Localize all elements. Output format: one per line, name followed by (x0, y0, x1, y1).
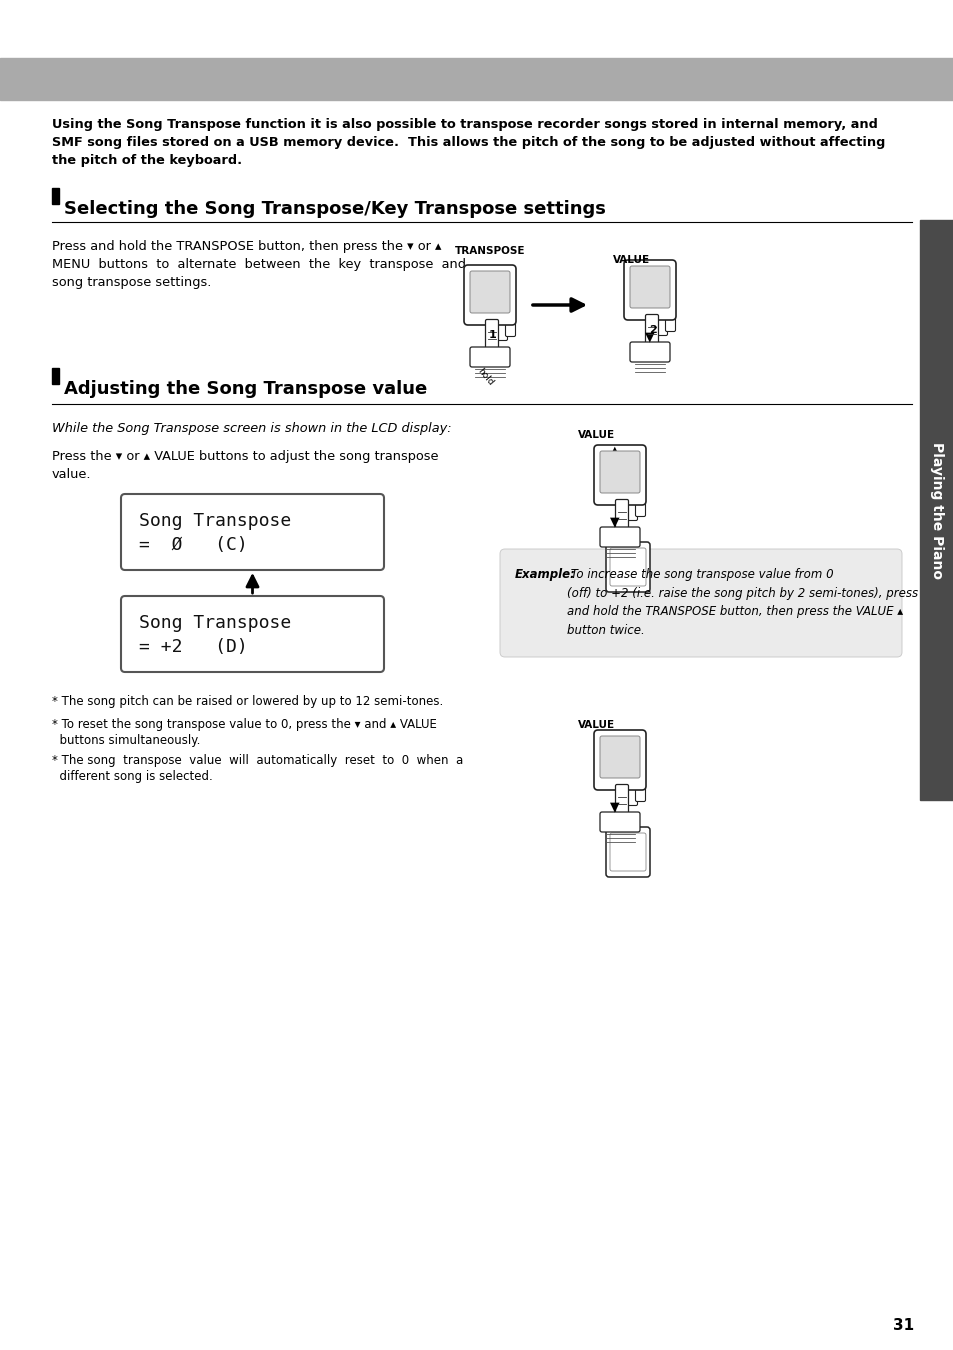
Text: the pitch of the keyboard.: the pitch of the keyboard. (52, 154, 242, 167)
FancyBboxPatch shape (499, 549, 901, 657)
Text: To increase the song transpose value from 0
(off) to +2 (i.e. raise the song pit: To increase the song transpose value fro… (566, 568, 917, 636)
FancyBboxPatch shape (121, 595, 384, 672)
FancyBboxPatch shape (505, 320, 515, 336)
FancyBboxPatch shape (609, 833, 645, 871)
Text: VALUE: VALUE (613, 255, 650, 265)
Text: = +2   (D): = +2 (D) (139, 639, 248, 656)
FancyBboxPatch shape (615, 784, 628, 815)
FancyBboxPatch shape (623, 261, 676, 320)
Text: =  Ø   (C): = Ø (C) (139, 536, 248, 554)
Text: SMF song files stored on a USB memory device.  This allows the pitch of the song: SMF song files stored on a USB memory de… (52, 136, 884, 148)
Text: TRANSPOSE: TRANSPOSE (455, 246, 525, 256)
FancyBboxPatch shape (605, 541, 649, 593)
Bar (52, 369, 59, 383)
FancyBboxPatch shape (470, 347, 510, 367)
FancyBboxPatch shape (626, 784, 637, 806)
Text: * The song pitch can be raised or lowered by up to 12 semi-tones.: * The song pitch can be raised or lowere… (52, 695, 443, 707)
Text: Playing the Piano: Playing the Piano (929, 441, 943, 579)
Text: VALUE: VALUE (578, 720, 615, 730)
FancyBboxPatch shape (605, 828, 649, 878)
FancyBboxPatch shape (629, 266, 669, 308)
Text: Song Transpose: Song Transpose (139, 614, 291, 632)
FancyBboxPatch shape (121, 494, 384, 570)
Text: ▲: ▲ (610, 734, 619, 747)
FancyBboxPatch shape (665, 315, 675, 332)
Text: Song Transpose: Song Transpose (139, 512, 291, 531)
FancyBboxPatch shape (609, 548, 645, 586)
Text: value.: value. (52, 468, 91, 481)
FancyBboxPatch shape (470, 271, 510, 313)
Text: different song is selected.: different song is selected. (52, 769, 213, 783)
Text: ▲: ▲ (644, 269, 654, 282)
Text: song transpose settings.: song transpose settings. (52, 275, 212, 289)
FancyBboxPatch shape (599, 451, 639, 493)
Text: buttons simultaneously.: buttons simultaneously. (52, 734, 200, 747)
FancyBboxPatch shape (496, 320, 507, 340)
FancyBboxPatch shape (635, 500, 645, 517)
FancyBboxPatch shape (463, 265, 516, 325)
Text: Press the ▾ or ▴ VALUE buttons to adjust the song transpose: Press the ▾ or ▴ VALUE buttons to adjust… (52, 450, 438, 463)
FancyBboxPatch shape (599, 811, 639, 832)
FancyBboxPatch shape (594, 730, 645, 790)
Bar (52, 188, 59, 204)
Text: 2: 2 (648, 325, 657, 335)
Text: Selecting the Song Transpose/Key Transpose settings: Selecting the Song Transpose/Key Transpo… (64, 200, 605, 217)
Text: Example:: Example: (515, 568, 576, 580)
FancyBboxPatch shape (599, 736, 639, 778)
Text: MENU  buttons  to  alternate  between  the  key  transpose  and: MENU buttons to alternate between the ke… (52, 258, 465, 271)
FancyBboxPatch shape (656, 315, 667, 336)
Bar (919, 220, 953, 801)
FancyBboxPatch shape (594, 446, 645, 505)
FancyBboxPatch shape (645, 315, 658, 346)
Text: ▲: ▲ (610, 444, 619, 458)
FancyBboxPatch shape (615, 500, 628, 531)
Text: 1: 1 (489, 329, 497, 340)
Text: * To reset the song transpose value to 0, press the ▾ and ▴ VALUE: * To reset the song transpose value to 0… (52, 718, 436, 730)
FancyBboxPatch shape (635, 784, 645, 802)
Text: ▼: ▼ (610, 801, 619, 813)
Text: hold: hold (476, 367, 495, 387)
FancyBboxPatch shape (629, 342, 669, 362)
Text: While the Song Transpose screen is shown in the LCD display:: While the Song Transpose screen is shown… (52, 423, 451, 435)
Text: Adjusting the Song Transpose value: Adjusting the Song Transpose value (64, 379, 427, 398)
Text: Press and hold the TRANSPOSE button, then press the ▾ or ▴: Press and hold the TRANSPOSE button, the… (52, 240, 441, 252)
Text: VALUE: VALUE (578, 431, 615, 440)
FancyBboxPatch shape (626, 500, 637, 521)
FancyBboxPatch shape (599, 526, 639, 547)
Text: 31: 31 (893, 1318, 914, 1332)
Text: ▼: ▼ (644, 329, 654, 343)
Bar (0, 58, 953, 100)
Text: ▼: ▼ (610, 514, 619, 528)
Text: Using the Song Transpose function it is also possible to transpose recorder song: Using the Song Transpose function it is … (52, 117, 877, 131)
Text: * The song  transpose  value  will  automatically  reset  to  0  when  a: * The song transpose value will automati… (52, 755, 463, 767)
FancyBboxPatch shape (485, 320, 498, 351)
